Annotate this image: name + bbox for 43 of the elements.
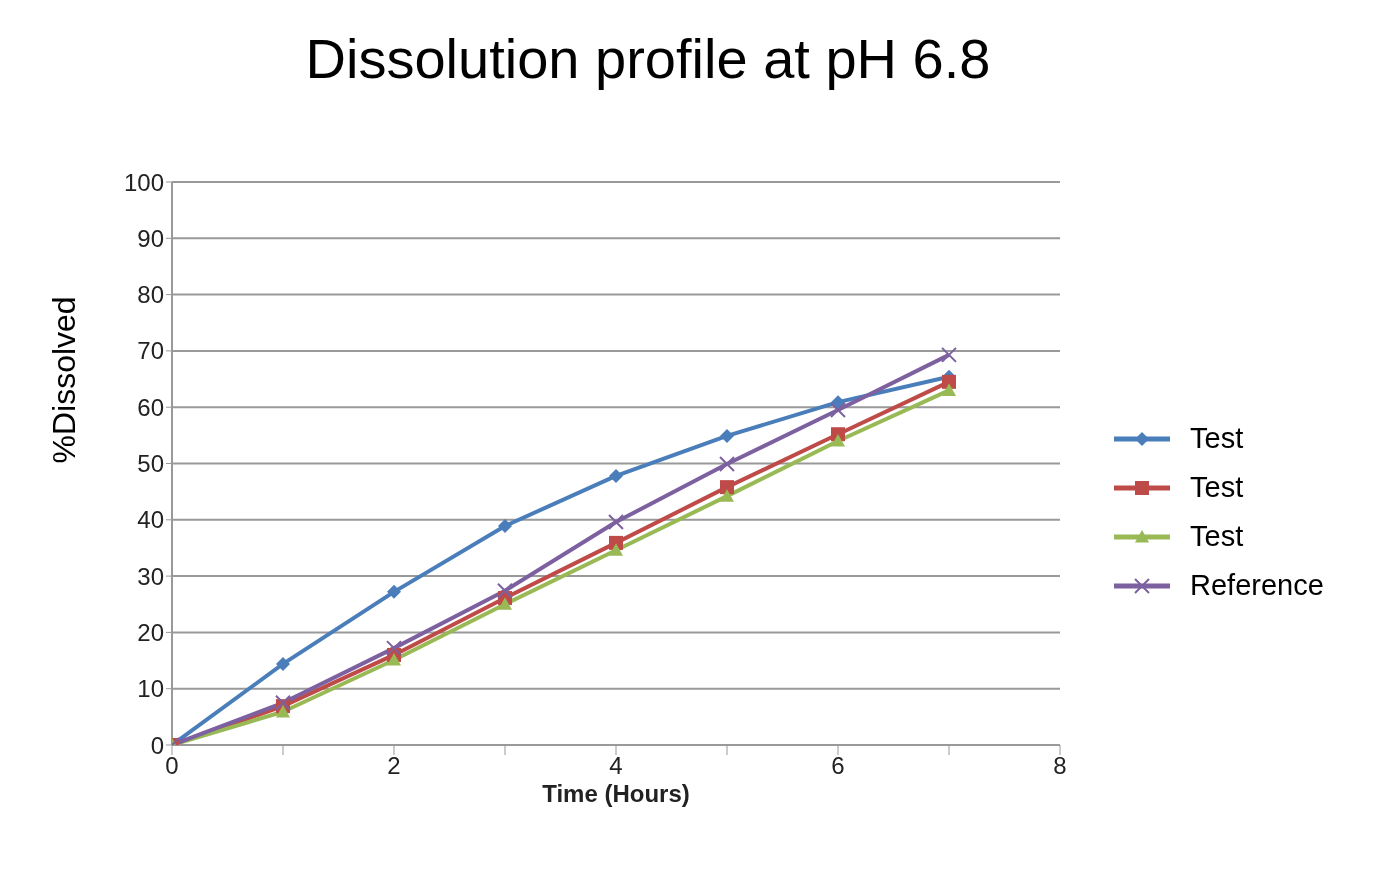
x-tick-label: 6 — [831, 752, 845, 780]
point — [276, 704, 290, 718]
point — [942, 383, 956, 396]
y-axis-title: %Dissolved — [46, 296, 83, 464]
x-tick-label: 8 — [1053, 752, 1067, 780]
point — [719, 456, 735, 473]
point — [720, 480, 734, 495]
point — [276, 656, 290, 671]
y-tick-label: 90 — [137, 224, 164, 252]
point — [497, 582, 513, 599]
y-tick-label: 100 — [123, 168, 164, 196]
x-axis-title: Time (Hours) — [542, 780, 690, 808]
legend-label: Test — [1190, 520, 1244, 553]
point — [387, 584, 401, 599]
point — [720, 428, 734, 443]
y-tick-label: 80 — [137, 281, 164, 309]
y-tick-label: 20 — [137, 618, 164, 646]
legend-label: Test — [1190, 471, 1244, 504]
y-tick-label: 50 — [137, 450, 164, 478]
point — [609, 543, 623, 556]
point — [608, 514, 624, 531]
point — [942, 374, 956, 389]
y-tick-label: 0 — [150, 731, 164, 759]
x-tick-label: 4 — [609, 752, 623, 780]
point — [498, 518, 512, 533]
y-tick-label: 70 — [137, 337, 164, 365]
point — [941, 346, 957, 363]
chart-title: Dissolution profile at pH 6.8 — [304, 26, 992, 91]
legend-label: Test — [1190, 422, 1244, 455]
point — [386, 640, 402, 657]
point — [830, 402, 846, 419]
point — [609, 468, 623, 483]
y-tick-label: 10 — [137, 675, 164, 703]
point — [720, 489, 734, 502]
point — [831, 433, 845, 447]
point — [387, 652, 401, 666]
y-tick-label: 60 — [137, 393, 164, 421]
legend-label: Reference — [1190, 569, 1324, 602]
y-tick-label: 30 — [137, 562, 164, 590]
y-tick-label: 40 — [137, 506, 164, 534]
point — [498, 597, 512, 610]
x-tick-label: 2 — [387, 752, 401, 780]
point — [275, 694, 291, 711]
